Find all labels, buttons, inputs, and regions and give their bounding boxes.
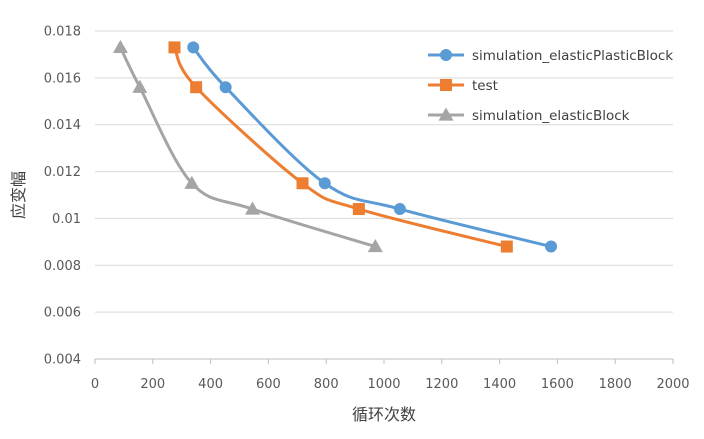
series-3-point: [132, 79, 148, 93]
gridlines: [95, 30, 673, 360]
x-axis-title: 循环次数: [352, 405, 416, 424]
y-axis-title: 应变幅: [9, 171, 28, 219]
legend-label: test: [472, 78, 498, 94]
legend-label: simulation_elasticPlasticBlock: [472, 48, 673, 64]
x-tick-label: 0: [91, 377, 99, 392]
legend-swatch-marker: [440, 49, 452, 61]
series-3-point: [367, 239, 383, 253]
axes: 0.004 0.006 0.008 0.01 0.012 0.014 0.016 0.018 0…: [44, 25, 690, 393]
x-tick-label: 1800: [599, 377, 632, 392]
legend-label: simulation_elasticBlock: [472, 108, 630, 124]
x-tick-label: 400: [198, 377, 223, 392]
series-1-point: [318, 177, 331, 190]
series-2-point: [296, 177, 309, 190]
series-1-point: [545, 240, 558, 253]
y-tick-label: 0.004: [44, 353, 81, 368]
series-3-point: [112, 39, 128, 54]
series-2-point: [352, 203, 365, 216]
legend-swatch-marker: [440, 79, 452, 91]
series-2-point: [500, 240, 513, 253]
series-1-point: [187, 41, 200, 54]
legend-swatch-marker: [438, 107, 454, 121]
y-tick-label: 0.006: [44, 306, 81, 321]
series-line-3: [118, 45, 377, 249]
y-tick-label: 0.012: [44, 165, 81, 180]
x-tick-label: 2000: [656, 377, 689, 392]
y-tick-label: 0.014: [44, 118, 81, 133]
series-2-point: [168, 41, 181, 54]
data-markers: [112, 39, 558, 253]
series-1-point: [393, 203, 406, 216]
y-tick-label: 0.008: [44, 259, 81, 274]
x-tick-label: 800: [314, 377, 339, 392]
x-tick-label: 1600: [541, 377, 574, 392]
series-1-point: [219, 81, 232, 94]
y-tick-label: 0.016: [44, 71, 81, 86]
x-tick-label: 1400: [483, 377, 516, 392]
x-tick-label: 1200: [425, 377, 458, 392]
x-tick-label: 200: [140, 377, 165, 392]
x-tick-label: 600: [256, 377, 281, 392]
series-3-point: [245, 201, 261, 215]
y-tick-label: 0.018: [44, 25, 81, 40]
series-line-2: [172, 45, 509, 249]
series-2-point: [190, 81, 203, 94]
x-tick-label: 1000: [367, 377, 400, 392]
series-3-point: [184, 175, 200, 189]
y-tick-label: 0.01: [52, 212, 81, 227]
